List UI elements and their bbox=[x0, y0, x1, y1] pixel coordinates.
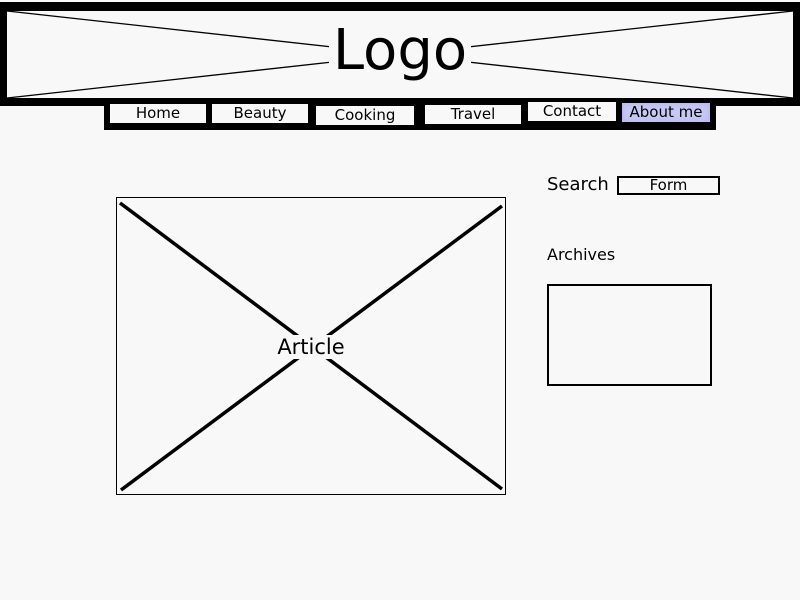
logo-placeholder[interactable]: Logo bbox=[7, 11, 793, 98]
search-label: Search bbox=[547, 174, 609, 195]
article-label-wrap: Article bbox=[117, 335, 505, 359]
logo-text-wrap: Logo bbox=[7, 21, 793, 81]
nav-item-beauty[interactable]: Beauty bbox=[212, 104, 308, 123]
nav-item-contact[interactable]: Contact bbox=[528, 102, 616, 121]
article-placeholder[interactable]: Article bbox=[116, 197, 506, 495]
nav-item-cooking[interactable]: Cooking bbox=[316, 106, 414, 125]
article-label: Article bbox=[274, 335, 348, 359]
nav-item-travel[interactable]: Travel bbox=[425, 105, 521, 124]
logo-text: Logo bbox=[328, 21, 472, 81]
nav-item-home[interactable]: Home bbox=[110, 104, 206, 123]
archives-box[interactable] bbox=[547, 284, 712, 386]
main-nav: Home Beauty Cooking Travel Contact About… bbox=[104, 98, 716, 130]
search-input[interactable]: Form bbox=[617, 176, 720, 195]
header: Logo bbox=[0, 2, 800, 106]
archives-title: Archives bbox=[547, 245, 616, 264]
nav-item-about-me[interactable]: About me bbox=[622, 103, 710, 122]
